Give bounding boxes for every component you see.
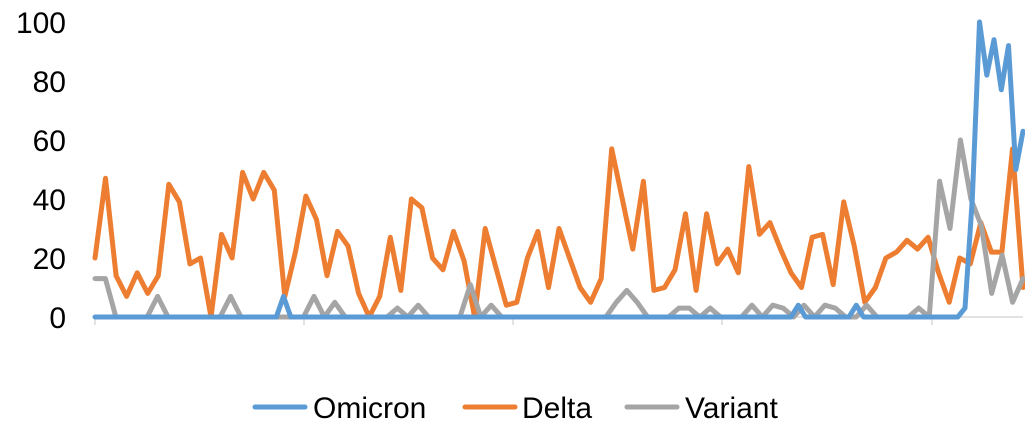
legend-item-omicron: Omicron bbox=[252, 392, 426, 421]
series-line-delta bbox=[92, 146, 1025, 320]
legend-label: Omicron bbox=[313, 392, 426, 421]
y-tick-label: 0 bbox=[49, 302, 66, 335]
legend-item-delta: Delta bbox=[462, 392, 592, 421]
y-tick-label: 20 bbox=[33, 243, 66, 276]
legend-item-variant: Variant bbox=[624, 392, 778, 421]
series-lines bbox=[92, 19, 1025, 320]
legend: Omicron Delta Variant bbox=[252, 392, 778, 421]
y-tick-label: 60 bbox=[33, 125, 66, 158]
y-tick-label: 100 bbox=[16, 7, 66, 40]
y-tick-label: 80 bbox=[33, 66, 66, 99]
legend-label: Variant bbox=[685, 392, 778, 421]
y-axis-ticks: 0 20 40 60 80 100 bbox=[16, 7, 66, 335]
y-tick-label: 40 bbox=[33, 184, 66, 217]
series-line-omicron bbox=[92, 19, 1025, 320]
legend-label: Delta bbox=[522, 392, 592, 421]
